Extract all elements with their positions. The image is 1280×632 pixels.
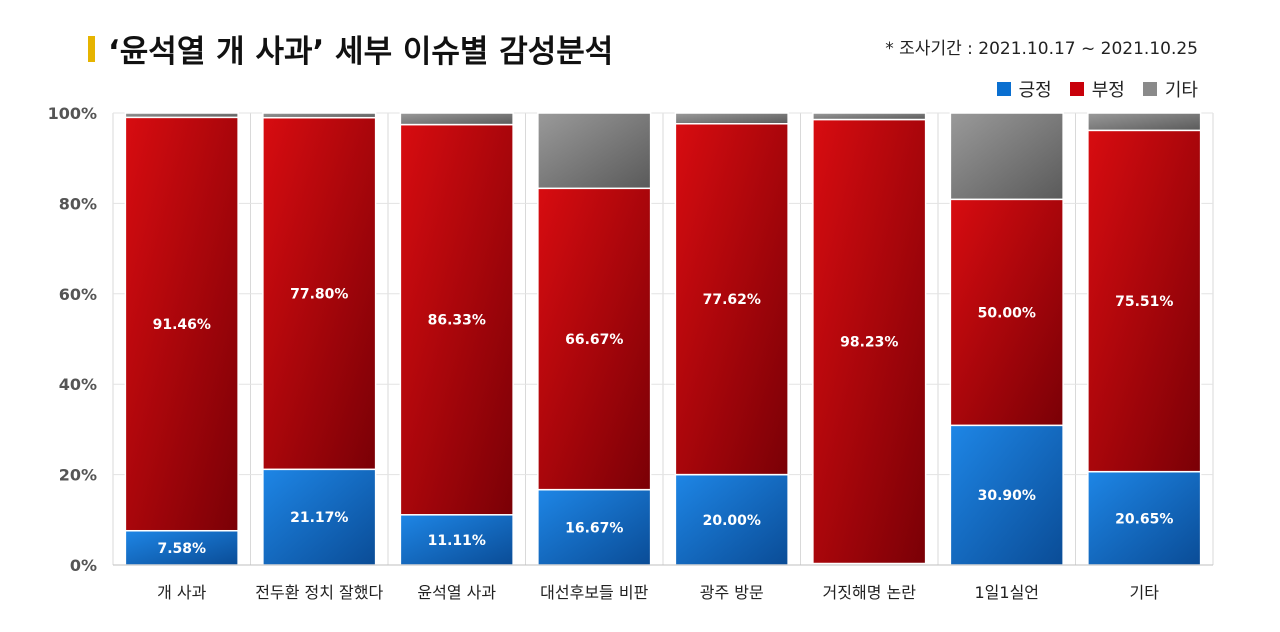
bar-segment-other xyxy=(399,112,514,126)
bar-segment-negative xyxy=(399,123,514,516)
data-label: 20.00% xyxy=(703,513,761,529)
bar-segment-other xyxy=(812,112,927,121)
bar-segment-positive xyxy=(124,529,239,566)
x-tick-label: 1일1실언 xyxy=(974,583,1039,602)
x-tick-label: 윤석열 사과 xyxy=(417,583,496,602)
data-label: 50.00% xyxy=(978,305,1036,321)
y-tick-label: 40% xyxy=(59,375,97,394)
data-label: 11.11% xyxy=(428,533,486,549)
bar-segment-negative xyxy=(812,118,927,565)
bar-segment-positive xyxy=(537,488,652,566)
data-label: 75.51% xyxy=(1115,294,1173,310)
y-tick-label: 60% xyxy=(59,285,97,304)
bar-segment-other xyxy=(124,112,239,119)
data-label: 86.33% xyxy=(428,313,486,329)
y-tick-label: 100% xyxy=(48,104,97,123)
data-label: 30.90% xyxy=(978,488,1036,504)
data-label: 77.62% xyxy=(703,292,761,308)
chart-title: ‘윤석열 개 사과’ 세부 이슈별 감성분석 xyxy=(108,34,614,70)
data-label: 98.23% xyxy=(840,335,898,351)
x-tick-label: 전두환 정치 잘했다 xyxy=(255,583,383,602)
bar-segment-positive xyxy=(674,473,789,566)
data-label: 91.46% xyxy=(153,317,211,333)
bar-segment-negative xyxy=(262,116,377,471)
legend-label-positive: 긍정 xyxy=(1018,80,1052,101)
y-tick-label: 20% xyxy=(59,466,97,485)
x-tick-label: 대선후보들 비판 xyxy=(540,583,648,602)
y-tick-label: 0% xyxy=(70,556,97,575)
data-label: 77.80% xyxy=(290,286,348,302)
title-accent-bar xyxy=(88,36,95,62)
bar-segment-other xyxy=(537,112,652,190)
legend-label-other: 기타 xyxy=(1164,80,1198,101)
bar-segment-other xyxy=(1087,112,1202,132)
data-label: 20.65% xyxy=(1115,511,1173,527)
legend-label-negative: 부정 xyxy=(1091,80,1125,101)
x-tick-label: 거짓해명 논란 xyxy=(823,583,917,602)
data-label: 7.58% xyxy=(157,541,206,557)
bar-segment-negative xyxy=(674,123,789,476)
data-label: 21.17% xyxy=(290,510,348,526)
data-label: 66.67% xyxy=(565,332,623,348)
legend-item-positive: 긍정 xyxy=(996,76,1052,102)
data-label: 16.67% xyxy=(565,520,623,536)
bar-segment-other xyxy=(674,112,789,125)
x-tick-label: 기타 xyxy=(1130,583,1160,602)
bar-segment-negative xyxy=(537,187,652,491)
legend-swatch-other xyxy=(1142,82,1157,96)
survey-period: * 조사기간 : 2021.10.17 ~ 2021.10.25 xyxy=(885,39,1198,59)
axes-group: 0% 20% 40% 60% 80% 100% 개 사과 전두환 정치 잘했다 윤석열 사과 대선… xyxy=(48,104,1213,602)
bar-segment-other xyxy=(262,112,377,119)
legend-item-negative: 부정 xyxy=(1069,76,1125,102)
bar-segment-negative xyxy=(949,198,1064,427)
bar-segment-other xyxy=(949,112,1064,201)
bars-group: 7.58% 91.46% 21.17% 77.80% 11.11% 86.33% 16.67… xyxy=(124,112,1202,573)
legend-swatch-negative xyxy=(1069,82,1084,96)
x-tick-label: 광주 방문 xyxy=(700,583,764,602)
x-tick-label: 개 사과 xyxy=(157,583,207,602)
legend-item-other: 기타 xyxy=(1142,76,1198,102)
legend-swatch-positive xyxy=(996,82,1011,96)
legend: 긍정 부정 기타 xyxy=(996,76,1198,102)
bar-segment-negative xyxy=(1087,129,1202,473)
y-tick-label: 80% xyxy=(59,194,97,213)
